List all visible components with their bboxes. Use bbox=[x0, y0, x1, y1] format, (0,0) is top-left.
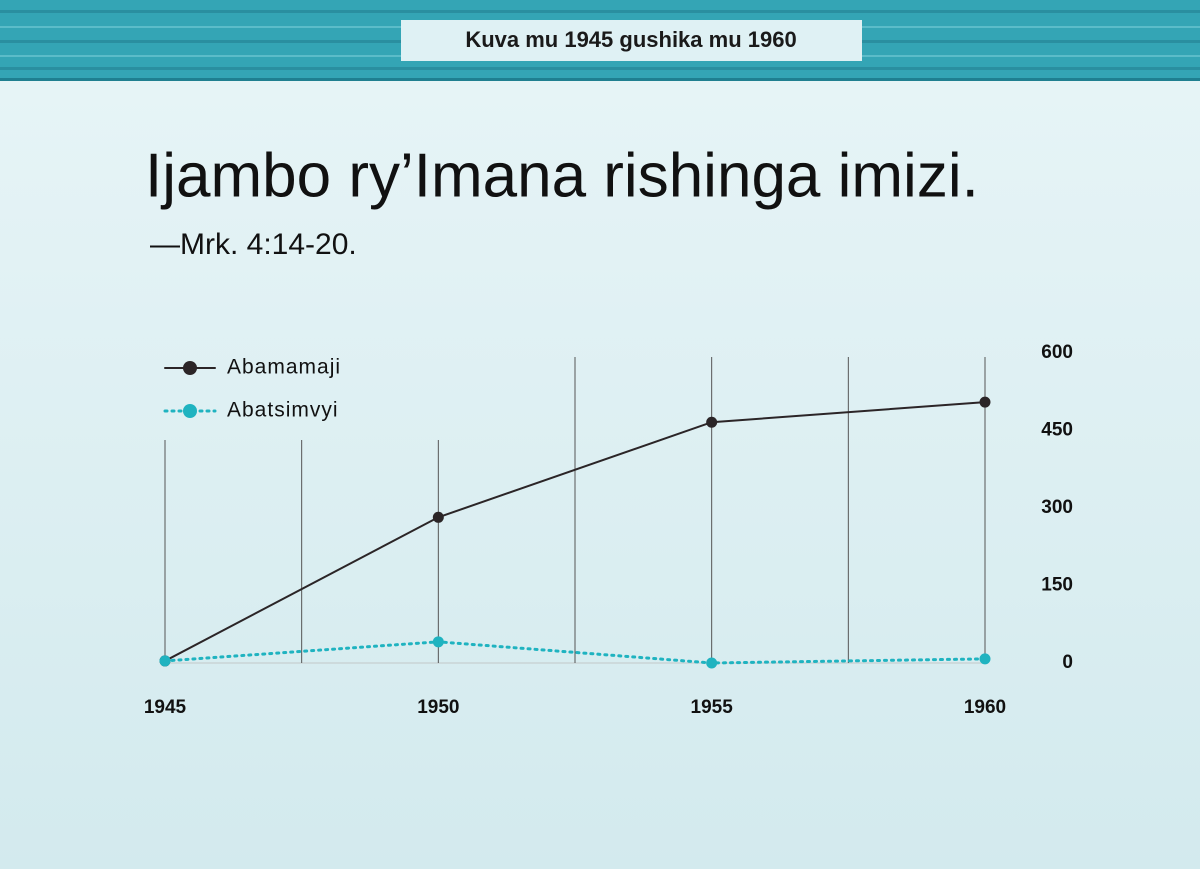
legend-marker bbox=[183, 361, 197, 375]
banner-box bbox=[401, 20, 862, 61]
banner: Kuva mu 1945 gushika mu 1960 bbox=[465, 27, 796, 52]
y-tick-label: 0 bbox=[1062, 652, 1073, 673]
x-tick-label: 1955 bbox=[691, 697, 734, 718]
y-tick-label: 150 bbox=[1041, 575, 1073, 596]
x-tick-label: 1945 bbox=[144, 697, 187, 718]
series-line bbox=[163, 640, 987, 665]
chart-title: Ijambo ry’Imana rishinga imizi. bbox=[145, 141, 979, 210]
data-point bbox=[979, 396, 991, 408]
data-point bbox=[432, 636, 444, 648]
legend-marker bbox=[183, 404, 197, 418]
y-tick-label: 300 bbox=[1041, 497, 1073, 518]
y-tick-label: 600 bbox=[1041, 342, 1073, 363]
data-point bbox=[979, 653, 991, 665]
x-tick-label: 1950 bbox=[417, 697, 459, 718]
y-tick-label: 450 bbox=[1041, 420, 1073, 441]
data-point bbox=[159, 655, 171, 667]
chart-subtitle: —Mrk. 4:14-20. bbox=[150, 228, 357, 261]
x-tick-label: 1960 bbox=[964, 697, 1006, 718]
data-point bbox=[706, 657, 718, 669]
header-band bbox=[0, 0, 1200, 81]
series-line bbox=[164, 401, 986, 662]
legend-label: Abatsimvyi bbox=[227, 399, 339, 422]
data-point bbox=[706, 416, 718, 428]
legend-label: Abamamaji bbox=[227, 356, 341, 379]
data-point bbox=[432, 511, 444, 523]
